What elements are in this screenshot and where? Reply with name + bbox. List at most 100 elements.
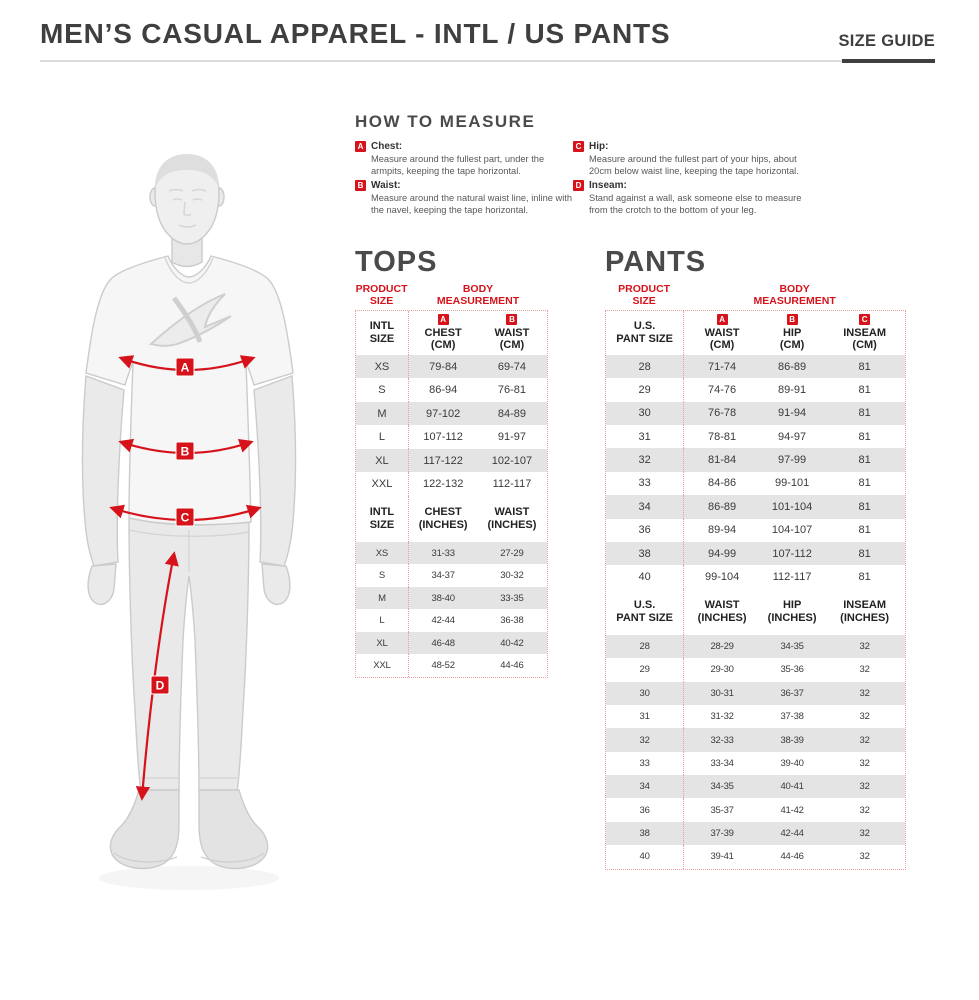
- table-cell: 32: [824, 681, 905, 705]
- table-cell: 30-32: [500, 570, 524, 582]
- measure-item-label: Waist:: [371, 180, 401, 192]
- table-cell: 89-94: [708, 524, 737, 537]
- table-cell: 33: [606, 751, 685, 776]
- table-cell: 32: [859, 664, 870, 676]
- table-cell: 81-84: [683, 448, 760, 472]
- table-row: S 34-37 30-32: [356, 564, 547, 587]
- table-cell: 34-35: [759, 634, 825, 659]
- figure-tshirt: [85, 255, 294, 526]
- table-cell: 94-99: [683, 541, 760, 566]
- pants-cm-table-body: 28 71-74 86-89 81 29 74-76 89-91 81 30 76-78 91-94…: [606, 354, 905, 589]
- table-cell: L: [356, 609, 409, 632]
- table-cell: 31: [606, 425, 685, 449]
- table-cell: 36-38: [500, 615, 524, 627]
- table-row: 28 28-29 34-35 32: [606, 634, 905, 659]
- marker-c-badge: [175, 507, 195, 527]
- table-cell: 81: [858, 571, 871, 584]
- table-cell: 89-91: [778, 383, 807, 396]
- table-cell: 33: [606, 471, 685, 496]
- table-cell: 32-33: [683, 728, 760, 752]
- svg-text:C: C: [181, 511, 190, 525]
- table-cell: M: [356, 586, 409, 610]
- how-to-measure-heading: HOW TO MEASURE: [355, 112, 536, 131]
- table-cell: 81: [824, 448, 905, 472]
- table-row: 36 35-37 41-42 32: [606, 798, 905, 822]
- size-guide-tab[interactable]: SIZE GUIDE: [838, 32, 935, 50]
- table-row: 31 78-81 94-97 81: [606, 425, 905, 449]
- table-cell: 32: [859, 757, 870, 769]
- pants-cm-inseam-header: C INSEAM (CM): [843, 313, 887, 352]
- pants-body-measurement-label: BODY MEASUREMENT: [753, 283, 836, 308]
- measure-item-chest: A Chest: Measure around the fullest part…: [355, 141, 573, 177]
- chest-badge-icon: A: [437, 313, 449, 325]
- tops-cm-table: INTL SIZE A CHEST (CM) B WAIST (CM) XS 79-8…: [356, 310, 547, 496]
- measure-item-text: Measure around the fullest part, under t…: [371, 154, 545, 177]
- header-divider: [40, 60, 842, 62]
- pants-cm-hip-header: B HIP (CM): [779, 313, 805, 352]
- table-cell: L: [356, 425, 409, 449]
- table-row: 33 84-86 99-101 81: [606, 471, 905, 496]
- table-cell: 91-97: [497, 431, 527, 444]
- table-cell: 28-29: [683, 634, 760, 659]
- pants-inches-size-header: U.S. PANT SIZE: [606, 588, 685, 635]
- table-cell: 36-37: [759, 681, 825, 705]
- table-cell: XS: [356, 541, 409, 565]
- table-cell: 122-132: [422, 478, 464, 491]
- marker-d-badge: [150, 675, 170, 695]
- table-cell: 32: [859, 804, 870, 816]
- waist-badge-icon: B: [355, 180, 366, 192]
- table-cell: 38-39: [759, 728, 825, 752]
- table-cell: 99-101: [774, 477, 810, 490]
- table-cell: 40: [606, 845, 685, 869]
- table-cell: 94-97: [778, 430, 807, 443]
- figure-left-boot: [109, 789, 180, 870]
- figure-right-hand: [261, 563, 291, 606]
- waist-badge-icon: A: [716, 313, 728, 325]
- table-cell: 46-48: [408, 631, 478, 655]
- table-cell: 48-52: [431, 660, 455, 672]
- inseam-measure-arrow: [135, 551, 179, 801]
- table-row: 34 34-35 40-41 32: [606, 775, 905, 799]
- table-cell: 32: [824, 728, 905, 752]
- measure-item-inseam: D Inseam: Stand against a wall, ask some…: [573, 180, 813, 216]
- measure-item-label: Inseam:: [589, 180, 627, 192]
- svg-text:A: A: [181, 361, 190, 375]
- table-row: 29 29-30 35-36 32: [606, 658, 905, 682]
- table-cell: 33-34: [710, 757, 734, 769]
- table-cell: 34-37: [431, 570, 455, 582]
- table-cell: 44-46: [780, 851, 804, 863]
- table-cell: 81: [858, 430, 871, 443]
- table-cell: 71-74: [683, 354, 760, 379]
- table-row: L 107-112 91-97: [356, 425, 547, 449]
- table-row: 40 99-104 112-117 81: [606, 565, 905, 589]
- table-row: 40 39-41 44-46 32: [606, 845, 905, 869]
- tops-title: TOPS: [355, 246, 438, 278]
- table-cell: 81: [824, 495, 905, 519]
- pants-product-size-label: PRODUCT SIZE: [618, 283, 671, 308]
- table-cell: 30: [606, 401, 685, 426]
- table-cell: 84-86: [708, 477, 737, 490]
- ground-shadow: [99, 866, 279, 890]
- table-row: XS 31-33 27-29: [356, 541, 547, 565]
- inseam-badge-icon: C: [859, 313, 871, 325]
- model-figure: A B C D: [55, 130, 335, 920]
- marker-b-badge: [175, 441, 195, 461]
- table-cell: 37-38: [780, 711, 804, 723]
- table-cell: 76-81: [497, 384, 527, 397]
- table-cell: 30-31: [683, 681, 760, 705]
- page-title: MEN’S CASUAL APPAREL - INTL / US PANTS: [40, 18, 671, 49]
- table-cell: 37-39: [683, 821, 760, 846]
- table-row: 30 30-31 36-37 32: [606, 681, 905, 705]
- measure-item-waist: B Waist: Measure around the natural wais…: [355, 180, 573, 216]
- table-cell: 97-102: [408, 401, 478, 426]
- table-cell: 32: [606, 728, 685, 752]
- table-cell: 33-35: [477, 586, 547, 610]
- tops-size-table: INTL SIZE A CHEST (CM) B WAIST (CM) XS 79-8…: [355, 309, 548, 678]
- table-cell: 76-78: [683, 401, 760, 426]
- hip-badge-icon: C: [573, 141, 584, 152]
- table-row: 29 74-76 89-91 81: [606, 378, 905, 402]
- size-guide-underline: [842, 59, 935, 63]
- table-cell: 86-89: [759, 354, 825, 379]
- table-cell: 38-40: [408, 586, 478, 610]
